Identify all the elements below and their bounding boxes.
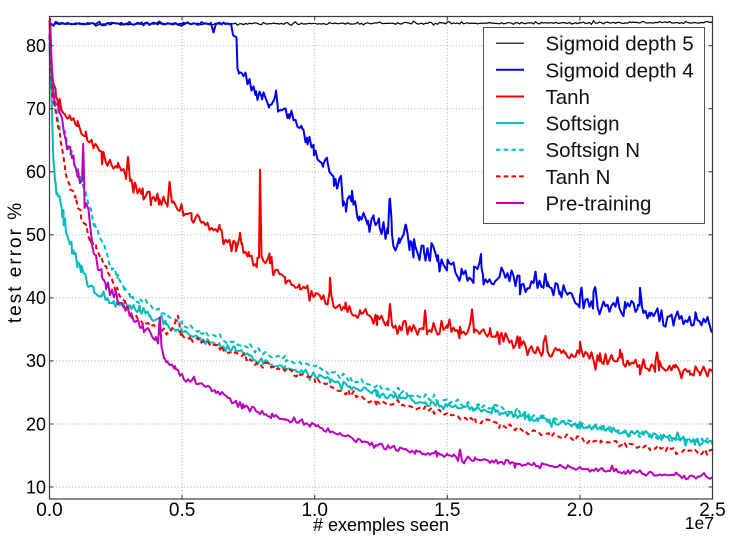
svg-text:Softsign N: Softsign N: [546, 139, 641, 162]
svg-text:Sigmoid depth 5: Sigmoid depth 5: [546, 33, 694, 56]
svg-text:30: 30: [26, 351, 46, 371]
svg-text:10: 10: [26, 477, 46, 497]
svg-text:1.5: 1.5: [434, 500, 460, 521]
svg-text:Tanh: Tanh: [546, 86, 590, 109]
svg-text:Pre-training: Pre-training: [546, 193, 652, 216]
svg-text:Sigmoid depth 4: Sigmoid depth 4: [546, 59, 694, 82]
svg-text:70: 70: [26, 99, 46, 119]
svg-text:20: 20: [26, 414, 46, 434]
svg-text:60: 60: [26, 162, 46, 182]
svg-text:# exemples seen: # exemples seen: [313, 515, 449, 535]
svg-text:40: 40: [26, 288, 46, 308]
svg-text:80: 80: [26, 36, 46, 56]
svg-text:0.5: 0.5: [169, 500, 195, 521]
svg-text:1e7: 1e7: [685, 513, 714, 533]
svg-text:Tanh N: Tanh N: [546, 166, 611, 189]
svg-text:2.5: 2.5: [699, 500, 725, 521]
svg-text:2.0: 2.0: [567, 500, 593, 521]
svg-text:test error %: test error %: [5, 201, 26, 323]
svg-text:1.0: 1.0: [301, 500, 327, 521]
svg-text:50: 50: [26, 225, 46, 245]
svg-text:Softsign: Softsign: [546, 113, 620, 136]
svg-text:0.0: 0.0: [36, 500, 62, 521]
